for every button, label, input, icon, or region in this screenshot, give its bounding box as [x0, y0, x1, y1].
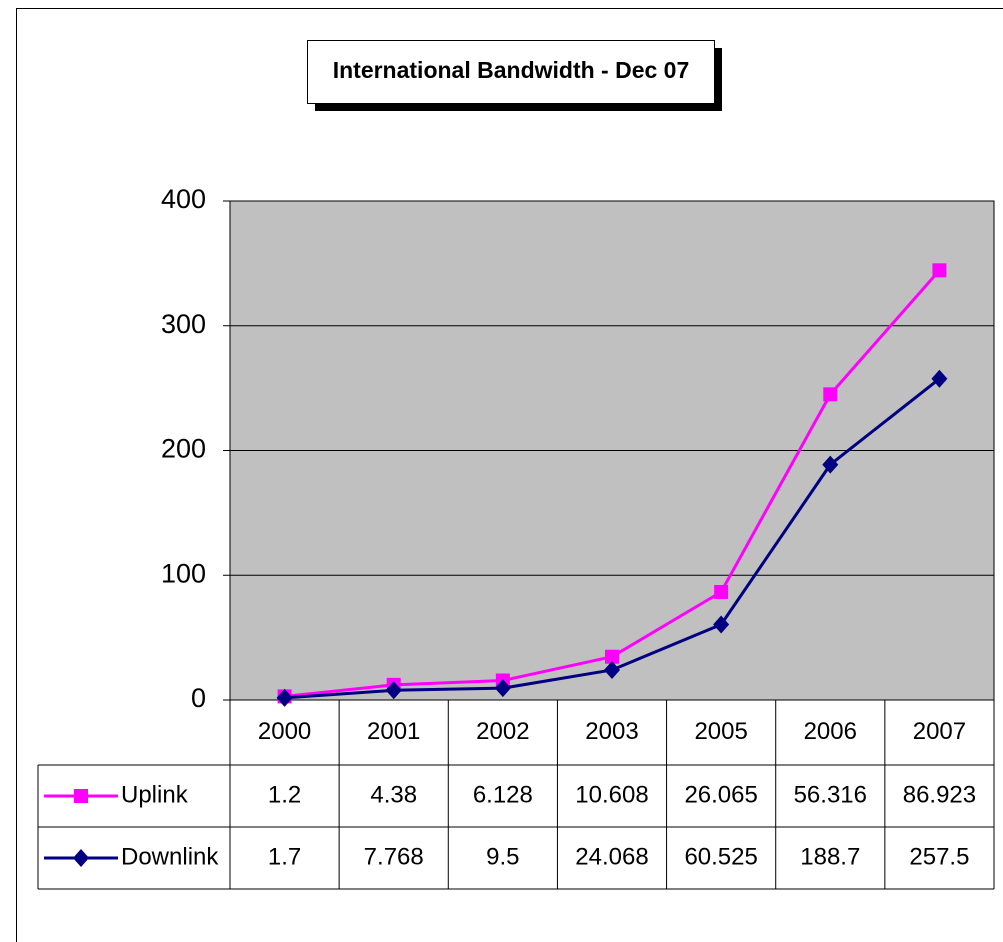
- table-value: 188.7: [800, 843, 860, 870]
- marker: [823, 387, 838, 402]
- marker: [713, 615, 730, 634]
- title-box: [307, 40, 715, 104]
- marker: [931, 369, 948, 388]
- marker: [276, 688, 293, 707]
- marker: [494, 679, 511, 698]
- x-tick-label: 2005: [694, 718, 747, 745]
- marker: [74, 789, 88, 803]
- y-tick-label: 0: [191, 683, 206, 713]
- table-value: 9.5: [486, 843, 519, 870]
- y-tick-label: 300: [161, 309, 206, 339]
- marker: [385, 681, 402, 700]
- legend-label: Downlink: [121, 843, 219, 870]
- chart-title: International Bandwidth - Dec 07: [333, 57, 690, 83]
- legend-label: Uplink: [121, 781, 189, 808]
- x-tick-label: 2003: [585, 718, 638, 745]
- marker: [714, 584, 729, 599]
- y-tick-label: 400: [161, 184, 206, 214]
- y-tick-label: 200: [161, 434, 206, 464]
- plot-border: [229, 200, 995, 701]
- table-value: 4.38: [370, 781, 417, 808]
- marker: [605, 649, 619, 664]
- marker: [932, 263, 947, 278]
- table-value: 1.7: [268, 843, 301, 870]
- x-tick-label: 2001: [367, 718, 420, 745]
- x-tick-label: 2006: [804, 718, 857, 745]
- y-tick-label: 100: [161, 558, 206, 588]
- marker: [822, 455, 839, 474]
- table-value: 6.128: [473, 781, 533, 808]
- table-value: 60.525: [684, 843, 757, 870]
- table-value: 1.2: [268, 781, 301, 808]
- x-tick-label: 2002: [476, 718, 529, 745]
- marker: [604, 660, 620, 679]
- marker: [73, 849, 89, 867]
- x-tick-label: 2007: [913, 718, 966, 745]
- table-value: 26.065: [684, 781, 757, 808]
- table-value: 7.768: [364, 843, 424, 870]
- x-tick-label: 2000: [258, 718, 311, 745]
- table-value: 56.316: [794, 781, 867, 808]
- table-value: 257.5: [909, 843, 969, 870]
- table-value: 86.923: [903, 781, 976, 808]
- table-value: 24.068: [575, 843, 648, 870]
- table-value: 10.608: [575, 781, 648, 808]
